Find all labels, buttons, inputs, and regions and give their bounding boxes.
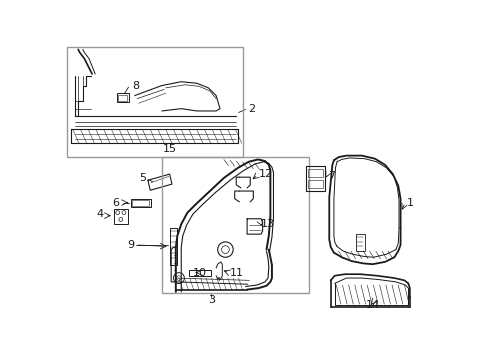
Bar <box>308 180 323 188</box>
Text: 4: 4 <box>97 209 103 219</box>
Text: 10: 10 <box>192 267 206 278</box>
Bar <box>114 209 127 224</box>
Text: 2: 2 <box>247 104 255 114</box>
Text: 1: 1 <box>406 198 413 208</box>
Text: 6: 6 <box>112 198 119 208</box>
Text: 14: 14 <box>365 300 379 310</box>
Text: 15: 15 <box>163 144 176 154</box>
Bar <box>67 47 243 157</box>
Text: 13: 13 <box>261 219 275 229</box>
Bar <box>308 170 323 177</box>
Text: 5: 5 <box>139 173 146 183</box>
Bar <box>117 93 128 103</box>
Text: 9: 9 <box>126 240 134 250</box>
Bar <box>355 234 364 251</box>
Bar <box>132 200 149 206</box>
Bar <box>189 270 210 276</box>
Text: 11: 11 <box>230 267 244 278</box>
Text: 12: 12 <box>258 169 272 179</box>
Text: 7: 7 <box>327 171 334 181</box>
Bar <box>131 199 151 207</box>
Bar <box>118 95 127 101</box>
Bar <box>169 228 177 265</box>
Text: 8: 8 <box>132 81 140 91</box>
Bar <box>162 157 308 293</box>
Text: 3: 3 <box>207 294 215 305</box>
Bar <box>305 166 325 191</box>
